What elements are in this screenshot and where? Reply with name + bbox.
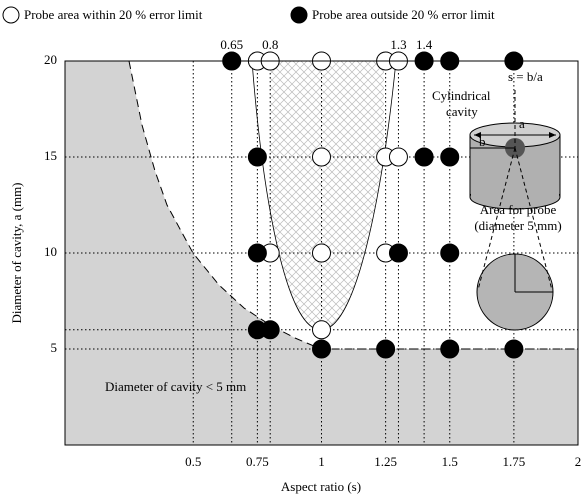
- reference-label: 0.65: [220, 37, 243, 52]
- data-point: [388, 147, 408, 167]
- x-tick-label: 1.25: [374, 454, 397, 469]
- data-point: [312, 339, 331, 359]
- annotation: cavity: [446, 104, 478, 119]
- boundary-line: [128, 60, 578, 350]
- legend-marker: [2, 6, 20, 24]
- y-tick-label: 20: [44, 52, 57, 67]
- data-point: [504, 339, 524, 359]
- data-point: [247, 147, 267, 167]
- reference-label: 1.4: [416, 37, 433, 52]
- y-axis-title: Diameter of cavity, a (mm): [9, 182, 24, 323]
- annotation: b: [479, 134, 486, 149]
- annotation: Cylindrical: [432, 88, 491, 103]
- x-tick-label: 1.75: [503, 454, 526, 469]
- y-tick-label: 5: [51, 340, 58, 355]
- data-point: [440, 147, 460, 167]
- x-axis-title: Aspect ratio (s): [281, 479, 361, 494]
- x-tick-label: 0.75: [246, 454, 269, 469]
- annotation: Area for probe: [480, 202, 557, 217]
- annotation: a: [519, 116, 525, 131]
- data-point: [260, 320, 280, 340]
- y-tick-label: 15: [44, 148, 57, 163]
- x-tick-label: 2: [575, 454, 582, 469]
- data-point: [440, 243, 460, 263]
- x-tick-label: 1.5: [442, 454, 458, 469]
- cylinder-diagram: [469, 90, 561, 331]
- valid-region: [270, 61, 384, 330]
- data-point: [388, 243, 408, 263]
- data-point: [440, 339, 460, 359]
- data-point: [414, 147, 434, 167]
- legend-marker: [290, 6, 308, 24]
- reference-label: 1.3: [390, 37, 406, 52]
- data-point: [312, 147, 331, 167]
- x-tick-label: 1: [318, 454, 325, 469]
- reference-label: 0.8: [262, 37, 278, 52]
- x-tick-label: 0.5: [185, 454, 201, 469]
- data-point: [312, 243, 331, 263]
- plot-frame: [64, 60, 579, 446]
- y-tick-label: 10: [44, 244, 57, 259]
- data-point: [247, 243, 267, 263]
- legend-label: Probe area within 20 % error limit: [24, 7, 203, 22]
- annotation: s = b/a: [508, 69, 543, 84]
- data-point: [312, 320, 331, 340]
- annotation: (diameter 5 mm): [474, 218, 561, 233]
- data-point: [376, 339, 396, 359]
- legend-label: Probe area outside 20 % error limit: [312, 7, 495, 22]
- annotation: Diameter of cavity < 5 mm: [105, 379, 246, 394]
